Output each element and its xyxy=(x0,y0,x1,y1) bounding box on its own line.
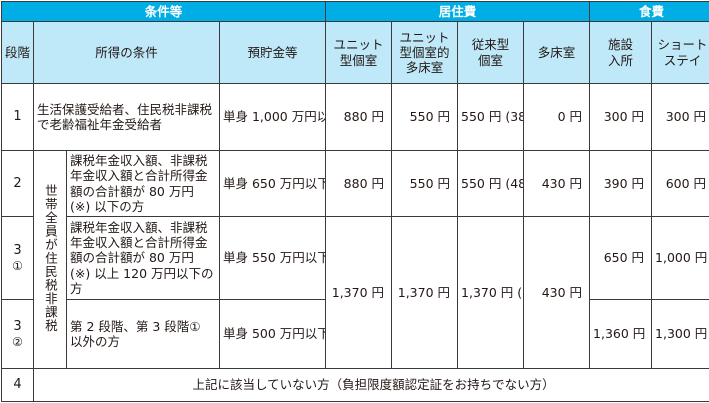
deposit-cell: 単身 1,000 万円以下 夫婦 2,000 万円以下 xyxy=(220,84,326,151)
income-condition-cell: 生活保護受給者、住民税非課税で老齢福祉年金受給者 xyxy=(34,84,220,151)
stage-cell: 4 xyxy=(2,369,34,402)
unit-private-cell: 880 円 xyxy=(326,84,392,151)
table-row: 2 世帯全員が住民税非課税 課税年金収入額、非課税年金収入額と合計所得金額の合計… xyxy=(2,151,709,217)
header-row-top: 条件等 居住費 食費 xyxy=(2,2,709,22)
subheader-short-stay: ショート ステイ xyxy=(652,22,709,84)
subheader-deposit: 預貯金等 xyxy=(220,22,326,84)
table-row: 3 ① 課税年金収入額、非課税年金収入額と合計所得金額の合計額が 80 万円 (… xyxy=(2,217,709,300)
subheader-stage: 段階 xyxy=(2,22,34,84)
household-tax-exempt-label: 世帯全員が住民税非課税 xyxy=(43,184,57,333)
subheader-conventional-private: 従来型 個室 xyxy=(458,22,524,84)
income-condition-cell: 第 2 段階、第 3 段階① 以外の方 xyxy=(67,300,220,369)
facility-meal-cell: 1,360 円 xyxy=(590,300,652,369)
multi-bed-cell: 430 円 xyxy=(524,151,590,217)
header-residence-cost: 居住費 xyxy=(326,2,590,22)
header-conditions: 条件等 xyxy=(2,2,326,22)
stage-cell: 1 xyxy=(2,84,34,151)
subheader-income-condition: 所得の条件 xyxy=(34,22,220,84)
conventional-private-cell: 550 円 (480 円) xyxy=(458,151,524,217)
short-stay-meal-cell: 300 円 xyxy=(652,84,709,151)
conventional-private-cell: 550 円 (380 円) xyxy=(458,84,524,151)
stage4-note-cell: 上記に該当していない方（負担限度額認定証をお持ちでない方） xyxy=(34,369,709,402)
deposit-cell: 単身 550 万円以下 夫婦 1,550 万円以下 xyxy=(220,217,326,300)
unit-private-cell: 880 円 xyxy=(326,151,392,217)
subheader-multi-bed: 多床室 xyxy=(524,22,590,84)
subheader-unit-semi-private: ユニット 型個室的 多床室 xyxy=(392,22,458,84)
stage-cell: 3 ① xyxy=(2,217,34,300)
stage-number: 3 xyxy=(13,319,21,334)
stage-subnumber: ① xyxy=(5,259,30,274)
multi-bed-cell: 430 円 xyxy=(524,217,590,369)
income-condition-cell: 課税年金収入額、非課税年金収入額と合計所得金額の合計額が 80 万円 (※) 以… xyxy=(67,217,220,300)
unit-semi-private-cell: 1,370 円 xyxy=(392,217,458,369)
deposit-cell: 単身 650 万円以下 夫婦 1,650 万円以下 xyxy=(220,151,326,217)
short-stay-meal-cell: 1,000 円 xyxy=(652,217,709,300)
table-row: 4 上記に該当していない方（負担限度額認定証をお持ちでない方） xyxy=(2,369,709,402)
stage-number: 3 xyxy=(13,243,21,258)
short-stay-meal-cell: 600 円 xyxy=(652,151,709,217)
header-row-sub: 段階 所得の条件 預貯金等 ユニット 型個室 ユニット 型個室的 多床室 従来型… xyxy=(2,22,709,84)
stage-cell: 2 xyxy=(2,151,34,217)
unit-private-cell: 1,370 円 xyxy=(326,217,392,369)
stage-subnumber: ② xyxy=(5,335,30,350)
facility-meal-cell: 390 円 xyxy=(590,151,652,217)
subheader-unit-private: ユニット 型個室 xyxy=(326,22,392,84)
unit-semi-private-cell: 550 円 xyxy=(392,84,458,151)
income-condition-cell: 課税年金収入額、非課税年金収入額と合計所得金額の合計額が 80 万円 (※) 以… xyxy=(67,151,220,217)
multi-bed-cell: 0 円 xyxy=(524,84,590,151)
household-tax-exempt-cell: 世帯全員が住民税非課税 xyxy=(34,151,67,369)
unit-semi-private-cell: 550 円 xyxy=(392,151,458,217)
facility-meal-cell: 300 円 xyxy=(590,84,652,151)
deposit-cell: 単身 500 万円以下 夫婦 1,500 万円以下 xyxy=(220,300,326,369)
table-row: 1 生活保護受給者、住民税非課税で老齢福祉年金受給者 単身 1,000 万円以下… xyxy=(2,84,709,151)
facility-meal-cell: 650 円 xyxy=(590,217,652,300)
stage-cell: 3 ② xyxy=(2,300,34,369)
short-stay-meal-cell: 1,300 円 xyxy=(652,300,709,369)
subheader-facility: 施設 入所 xyxy=(590,22,652,84)
conventional-private-cell: 1,370 円 (880 円) xyxy=(458,217,524,369)
header-meal-cost: 食費 xyxy=(590,2,709,22)
